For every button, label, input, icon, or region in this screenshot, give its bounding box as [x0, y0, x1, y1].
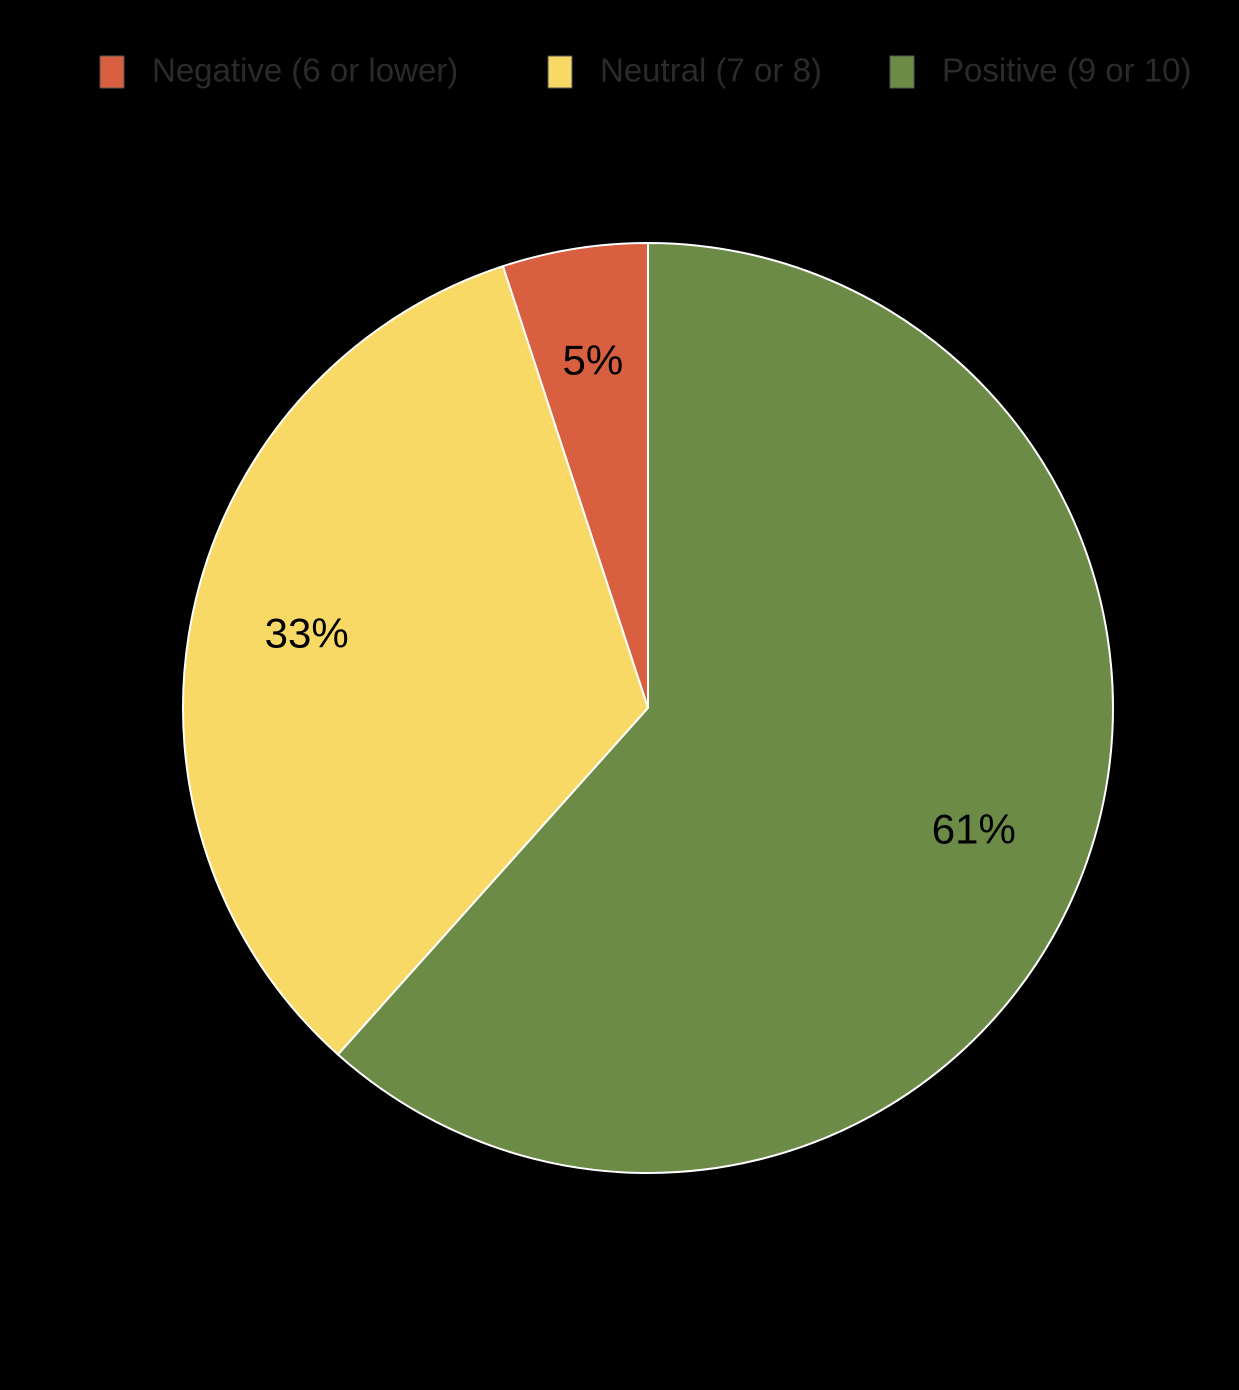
legend-label: Neutral (7 or 8)	[600, 52, 822, 89]
legend-swatch	[547, 55, 573, 89]
legend-swatch	[889, 55, 915, 89]
legend-swatch	[99, 55, 125, 89]
data-label: 33%	[265, 610, 349, 657]
legend-label: Negative (6 or lower)	[152, 52, 458, 89]
pie-slice	[501, 241, 649, 709]
data-label: 5%	[563, 337, 624, 384]
data-label: 61%	[932, 806, 1016, 853]
pie-slice	[336, 241, 1114, 1174]
pie-slice	[182, 264, 650, 1056]
legend-label: Positive (9 or 10)	[942, 52, 1191, 89]
